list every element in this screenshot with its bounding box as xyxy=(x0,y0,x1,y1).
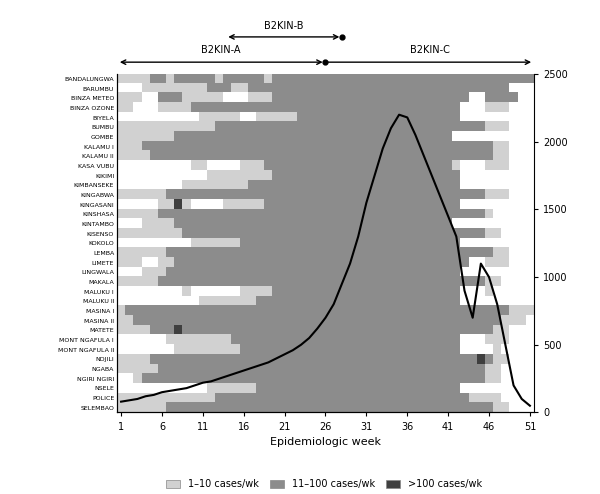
X-axis label: Epidemiologic week: Epidemiologic week xyxy=(270,437,381,447)
Text: B2KIN-B: B2KIN-B xyxy=(264,21,304,31)
Legend: 1–10 cases/wk, 11–100 cases/wk, >100 cases/wk: 1–10 cases/wk, 11–100 cases/wk, >100 cas… xyxy=(166,479,482,489)
Text: B2KIN-A: B2KIN-A xyxy=(202,45,241,55)
Text: B2KIN-C: B2KIN-C xyxy=(410,45,449,55)
